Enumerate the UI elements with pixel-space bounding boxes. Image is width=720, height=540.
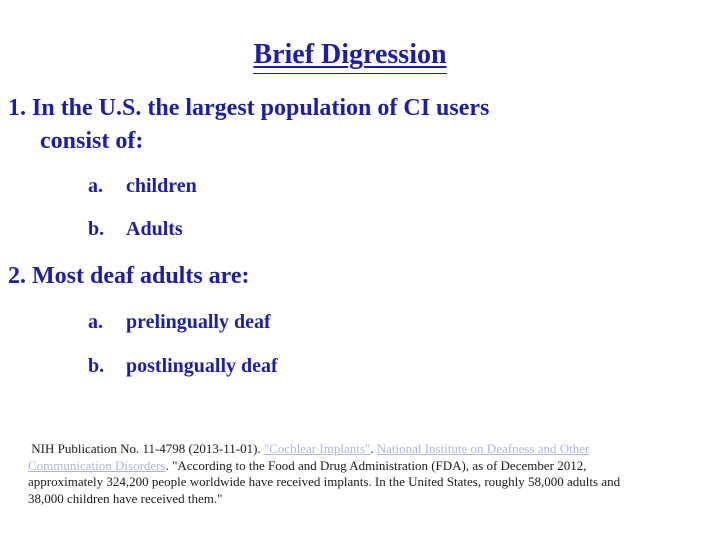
- item-1-line-2: consist of:: [40, 128, 144, 154]
- list-item-label: children: [126, 175, 197, 197]
- citation-line-3: approximately 324,200 people worldwide h…: [28, 474, 621, 489]
- citation-text: . "According to the Food and Drug Admini…: [165, 457, 587, 473]
- list-item: a. children: [88, 174, 197, 198]
- cochlear-implants-link[interactable]: "Cochlear Implants": [263, 441, 371, 456]
- list-marker: b.: [88, 218, 105, 240]
- item-2-line-1: 2. Most deaf adults are:: [8, 263, 250, 289]
- list-item: b. postlingually deaf: [88, 354, 278, 378]
- citation-line-1: NIH Publication No. 11-4798 (2013-11-01)…: [28, 441, 688, 458]
- list-item-label: prelingually deaf: [126, 311, 271, 333]
- citation-text: .: [370, 441, 377, 456]
- citation-line-4: 38,000 children have received them.": [28, 490, 223, 506]
- citation-text: NIH Publication No. 11-4798 (2013-11-01)…: [28, 441, 264, 456]
- list-item: a. prelingually deaf: [88, 310, 271, 334]
- list-item-label: postlingually deaf: [126, 355, 278, 377]
- list-item-label: Adults: [126, 218, 183, 240]
- list-marker: a.: [88, 175, 103, 197]
- list-marker: a.: [88, 311, 103, 333]
- nidcd-link-part-2[interactable]: Communication Disorders: [28, 457, 166, 473]
- citation-line-2: Communication Disorders. "According to t…: [28, 458, 688, 475]
- title-row: Brief Digression: [0, 40, 700, 74]
- citation-paragraph: NIH Publication No. 11-4798 (2013-11-01)…: [28, 441, 688, 507]
- list-marker: b.: [88, 355, 105, 377]
- list-item: b. Adults: [88, 217, 183, 241]
- item-1-line-1: 1. In the U.S. the largest population of…: [8, 95, 490, 121]
- page-title: Brief Digression: [253, 40, 447, 74]
- nidcd-link-part-1[interactable]: National Institute on Deafness and Other: [376, 441, 590, 456]
